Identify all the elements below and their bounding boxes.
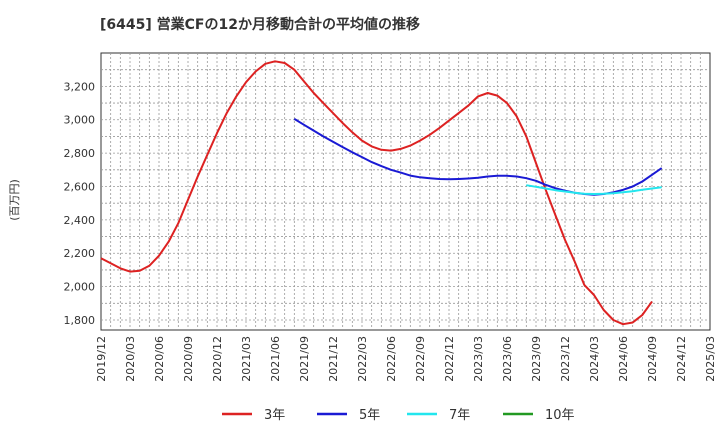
- y-axis-label: (百万円): [8, 179, 21, 221]
- y-tick-label: 3,200: [64, 80, 96, 93]
- legend-label-1: 3年: [264, 408, 285, 423]
- x-tick-label: 2024/06: [617, 336, 630, 382]
- x-tick-label: 2020/03: [124, 336, 137, 382]
- x-tick-label: 2023/03: [472, 336, 485, 382]
- x-tick-label: 2023/06: [501, 336, 514, 382]
- x-tick-label: 2023/09: [530, 336, 543, 382]
- y-tick-label: 1,800: [64, 314, 96, 327]
- y-tick-label: 3,000: [64, 114, 96, 127]
- x-tick-label: 2021/09: [298, 336, 311, 382]
- y-tick-label: 2,800: [64, 147, 96, 160]
- x-tick-label: 2022/12: [443, 336, 456, 382]
- x-tick-label: 2021/03: [240, 336, 253, 382]
- x-tick-label: 2020/12: [211, 336, 224, 382]
- x-tick-label: 2024/03: [588, 336, 601, 382]
- x-tick-label: 2021/12: [327, 336, 340, 382]
- legend-label-2: 5年: [359, 408, 380, 423]
- y-tick-label: 2,200: [64, 247, 96, 260]
- x-tick-label: 2025/03: [704, 336, 717, 382]
- x-tick-label: 2020/09: [182, 336, 195, 382]
- x-tick-label: 2022/03: [356, 336, 369, 382]
- x-tick-label: 2019/12: [95, 336, 108, 382]
- series-lines: [100, 60, 663, 326]
- chart-title: [6445] 営業CFの12か月移動合計の平均値の推移: [100, 16, 420, 33]
- plot-area: [100, 52, 711, 331]
- y-axis-ticks: 1,800 2,000 2,200 2,400 2,600 2,800 3,000 3,200: [64, 80, 96, 327]
- x-axis-ticks: 2019/12 2020/03 2020/06 2020/09 2020/12 2021/…: [95, 336, 717, 382]
- x-tick-label: 2023/12: [559, 336, 572, 382]
- y-tick-label: 2,600: [64, 180, 96, 193]
- x-tick-label: 2020/06: [153, 336, 166, 382]
- x-tick-label: 2024/09: [646, 336, 659, 382]
- legend: 3年 5年 7年 10年: [222, 408, 575, 423]
- x-tick-label: 2022/09: [414, 336, 427, 382]
- grid: [101, 53, 710, 330]
- legend-label-4: 10年: [545, 408, 575, 423]
- y-tick-label: 2,400: [64, 214, 96, 227]
- x-tick-label: 2024/12: [675, 336, 688, 382]
- series-line-1: [100, 60, 653, 326]
- x-tick-label: 2021/06: [269, 336, 282, 382]
- y-tick-label: 2,000: [64, 281, 96, 294]
- x-tick-label: 2022/06: [385, 336, 398, 382]
- series-line-3: [526, 184, 662, 195]
- legend-label-3: 7年: [449, 408, 470, 423]
